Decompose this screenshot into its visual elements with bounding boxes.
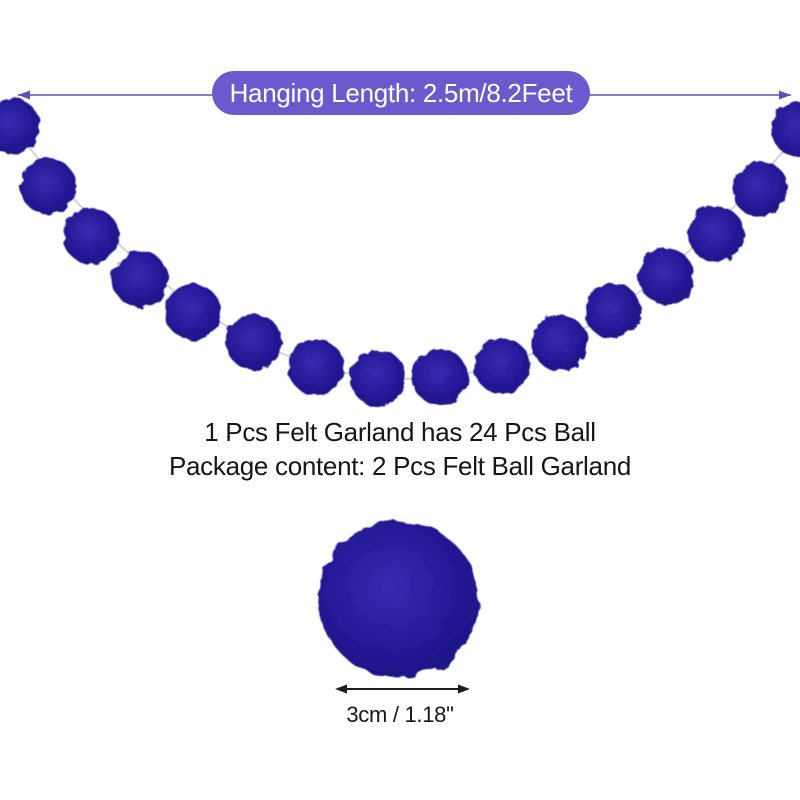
info-line-2: Package content: 2 Pcs Felt Ball Garland xyxy=(168,451,632,481)
felt-ball xyxy=(474,338,530,394)
diameter-arrow-left-icon xyxy=(335,684,347,694)
hanging-length-banner: Hanging Length: 2.5m/8.2Feet xyxy=(212,71,590,115)
felt-ball xyxy=(288,339,344,395)
felt-ball xyxy=(63,208,119,264)
featured-felt-ball xyxy=(318,521,478,677)
felt-ball xyxy=(412,349,468,405)
info-line-1: 1 Pcs Felt Garland has 24 Pcs Ball xyxy=(204,417,596,447)
felt-ball xyxy=(772,102,800,158)
felt-ball xyxy=(0,98,40,154)
diameter-arrow-right-icon xyxy=(458,684,470,694)
garland-string xyxy=(11,125,800,380)
hanging-length-label: Hanging Length: 2.5m/8.2Feet xyxy=(229,77,573,108)
felt-ball xyxy=(20,158,76,214)
felt-ball xyxy=(112,251,168,307)
felt-ball xyxy=(585,283,641,339)
felt-ball xyxy=(350,350,406,406)
felt-ball xyxy=(165,284,221,340)
felt-ball xyxy=(638,248,694,304)
product-info: 1 Pcs Felt Garland has 24 Pcs Ball Packa… xyxy=(0,415,800,483)
felt-ball xyxy=(532,315,588,371)
arrow-left-icon xyxy=(18,90,30,100)
diameter-measure xyxy=(335,684,470,694)
garland-balls xyxy=(0,98,800,406)
felt-ball xyxy=(732,161,788,217)
ball-size-label: 3cm / 1.18" xyxy=(346,702,454,727)
arrow-right-icon xyxy=(779,90,791,100)
felt-ball xyxy=(226,314,282,370)
felt-ball xyxy=(688,206,744,262)
